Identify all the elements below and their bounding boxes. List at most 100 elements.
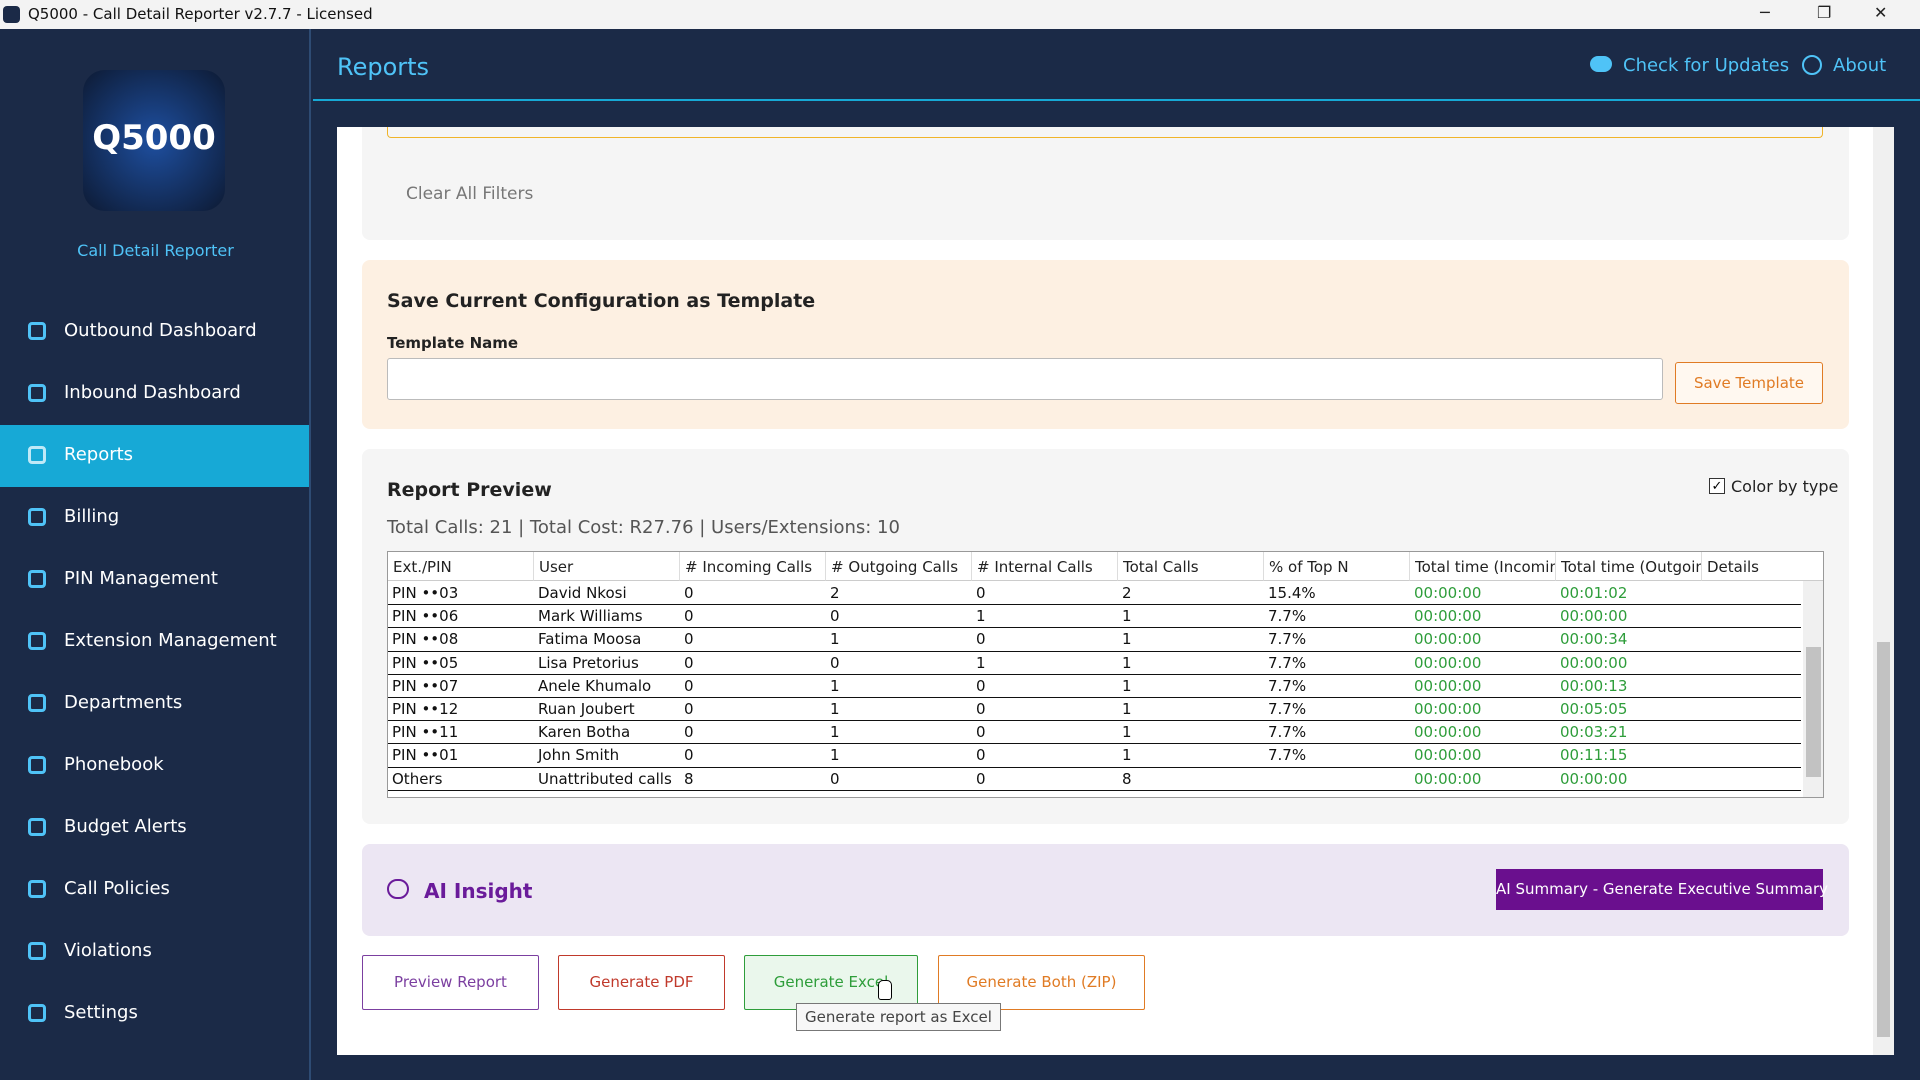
table-cell: 15.4%	[1268, 584, 1316, 602]
window-control[interactable]: ✕	[1874, 3, 1888, 22]
table-cell: 8	[684, 769, 694, 788]
table-cell: 0	[976, 746, 986, 765]
template-name-input[interactable]	[387, 358, 1663, 400]
table-cell: 0	[976, 700, 986, 718]
ai-summary-button[interactable]: AI Summary - Generate Executive Summary	[1496, 869, 1828, 910]
table-cell: 1	[1122, 700, 1132, 718]
table-cell: Unattributed calls	[538, 769, 672, 788]
table-cell: 0	[830, 653, 840, 672]
table-cell: 0	[976, 584, 986, 602]
nav-item[interactable]: Call Policies	[0, 859, 309, 921]
nav-label: Settings	[64, 1002, 138, 1023]
info-icon[interactable]	[1802, 55, 1822, 75]
table-cell: 1	[1122, 607, 1132, 626]
nav-item[interactable]: Violations	[0, 921, 309, 983]
nav-icon	[28, 880, 46, 898]
save-template-button[interactable]: Save Template	[1675, 362, 1823, 404]
action-button[interactable]: Preview Report	[362, 955, 539, 1010]
table-cell: 00:00:00	[1560, 607, 1628, 626]
cloud-icon[interactable]	[1590, 56, 1612, 72]
window-control[interactable]: ❐	[1817, 3, 1832, 22]
table-row	[388, 605, 1801, 629]
nav-item[interactable]: Inbound Dashboard	[0, 363, 309, 425]
color-by-type-label: Color by type	[1731, 477, 1839, 496]
nav-item[interactable]: Outbound Dashboard	[0, 301, 309, 363]
nav-item[interactable]: Budget Alerts	[0, 797, 309, 859]
nav-label: Call Policies	[64, 878, 170, 899]
table-cell: 00:00:13	[1560, 676, 1628, 695]
column-header-text: Total time (Incoming	[1415, 558, 1555, 576]
table-cell: PIN ••01	[392, 746, 459, 765]
nav-item[interactable]: Departments	[0, 673, 309, 735]
table-cell: Fatima Moosa	[538, 630, 642, 649]
column-header: # Internal Calls	[972, 552, 1118, 581]
nav-icon	[28, 632, 46, 650]
table-cell: 7.7%	[1268, 676, 1307, 695]
nav-label: Budget Alerts	[64, 816, 187, 837]
nav-item[interactable]: Extension Management	[0, 611, 309, 673]
table-cell: 0	[976, 769, 986, 788]
report-table: Ext./PIN User # Incoming Calls # Outgoing C…	[387, 551, 1824, 798]
app-icon	[3, 6, 20, 23]
table-cell: PIN ••06	[392, 607, 459, 626]
nav-icon	[28, 818, 46, 836]
column-header: Ext./PIN	[388, 552, 534, 581]
window-control[interactable]: ─	[1760, 3, 1770, 22]
logo-text: Q5000	[92, 118, 216, 158]
nav-item[interactable]: PIN Management	[0, 549, 309, 611]
table-row	[388, 768, 1801, 791]
color-checkbox[interactable]: ✓	[1709, 478, 1725, 494]
table-cell: 2	[1122, 584, 1132, 602]
template-card: Save Current Configuration as Template Te…	[362, 260, 1849, 429]
template-title: Save Current Configuration as Template	[387, 290, 816, 312]
nav-label: Violations	[64, 940, 152, 961]
table-cell: 1	[1122, 746, 1132, 765]
nav-icon	[28, 694, 46, 712]
nav-label: Phonebook	[64, 754, 164, 775]
header-link[interactable]: About	[1833, 55, 1887, 76]
table-cell: Mark Williams	[538, 607, 643, 626]
column-header-text: % of Top N	[1269, 558, 1349, 576]
table-cell: 0	[684, 746, 694, 765]
header	[313, 29, 1920, 101]
table-cell: 2	[830, 584, 840, 602]
action-button[interactable]: Generate Both (ZIP)	[938, 955, 1145, 1010]
nav-item[interactable]: Reports	[0, 425, 309, 487]
logo: Q5000	[83, 70, 225, 211]
table-cell: 0	[684, 653, 694, 672]
nav-label: Outbound Dashboard	[64, 320, 257, 341]
nav-item[interactable]: Settings	[0, 983, 309, 1045]
content-panel: Clear All Filters Save Current Configurat…	[337, 127, 1894, 1055]
table-cell: 00:00:00	[1414, 653, 1482, 672]
table-cell: 7.7%	[1268, 630, 1307, 649]
table-cell: 0	[684, 723, 694, 742]
table-row	[388, 744, 1801, 768]
table-cell: 0	[684, 700, 694, 718]
table-cell: PIN ••03	[392, 584, 459, 602]
table-cell: 1	[1122, 676, 1132, 695]
preview-title: Report Preview	[387, 479, 552, 501]
column-header: # Outgoing Calls	[826, 552, 972, 581]
nav-label: Inbound Dashboard	[64, 382, 241, 403]
table-cell: PIN ••12	[392, 700, 459, 718]
table-cell: PIN ••05	[392, 653, 459, 672]
table-cell: 00:05:05	[1560, 700, 1628, 718]
column-header-text: # Internal Calls	[977, 558, 1093, 576]
table-cell: 1	[976, 653, 986, 672]
table-cell: 0	[684, 676, 694, 695]
action-button[interactable]: Generate Excel	[744, 955, 918, 1010]
action-button[interactable]: Generate PDF	[558, 955, 725, 1010]
nav-icon	[28, 322, 46, 340]
table-cell: Karen Botha	[538, 723, 631, 742]
table-cell: Lisa Pretorius	[538, 653, 639, 672]
column-header-text: Total Calls	[1123, 558, 1199, 576]
table-row	[388, 675, 1801, 698]
nav-label: Departments	[64, 692, 183, 713]
nav-item[interactable]: Phonebook	[0, 735, 309, 797]
clear-filters-button[interactable]: Clear All Filters	[406, 184, 534, 204]
table-cell: 00:00:00	[1414, 607, 1482, 626]
table-cell: 0	[684, 630, 694, 649]
header-link[interactable]: Check for Updates	[1623, 55, 1790, 76]
nav-item[interactable]: Billing	[0, 487, 309, 549]
table-row	[388, 721, 1801, 745]
